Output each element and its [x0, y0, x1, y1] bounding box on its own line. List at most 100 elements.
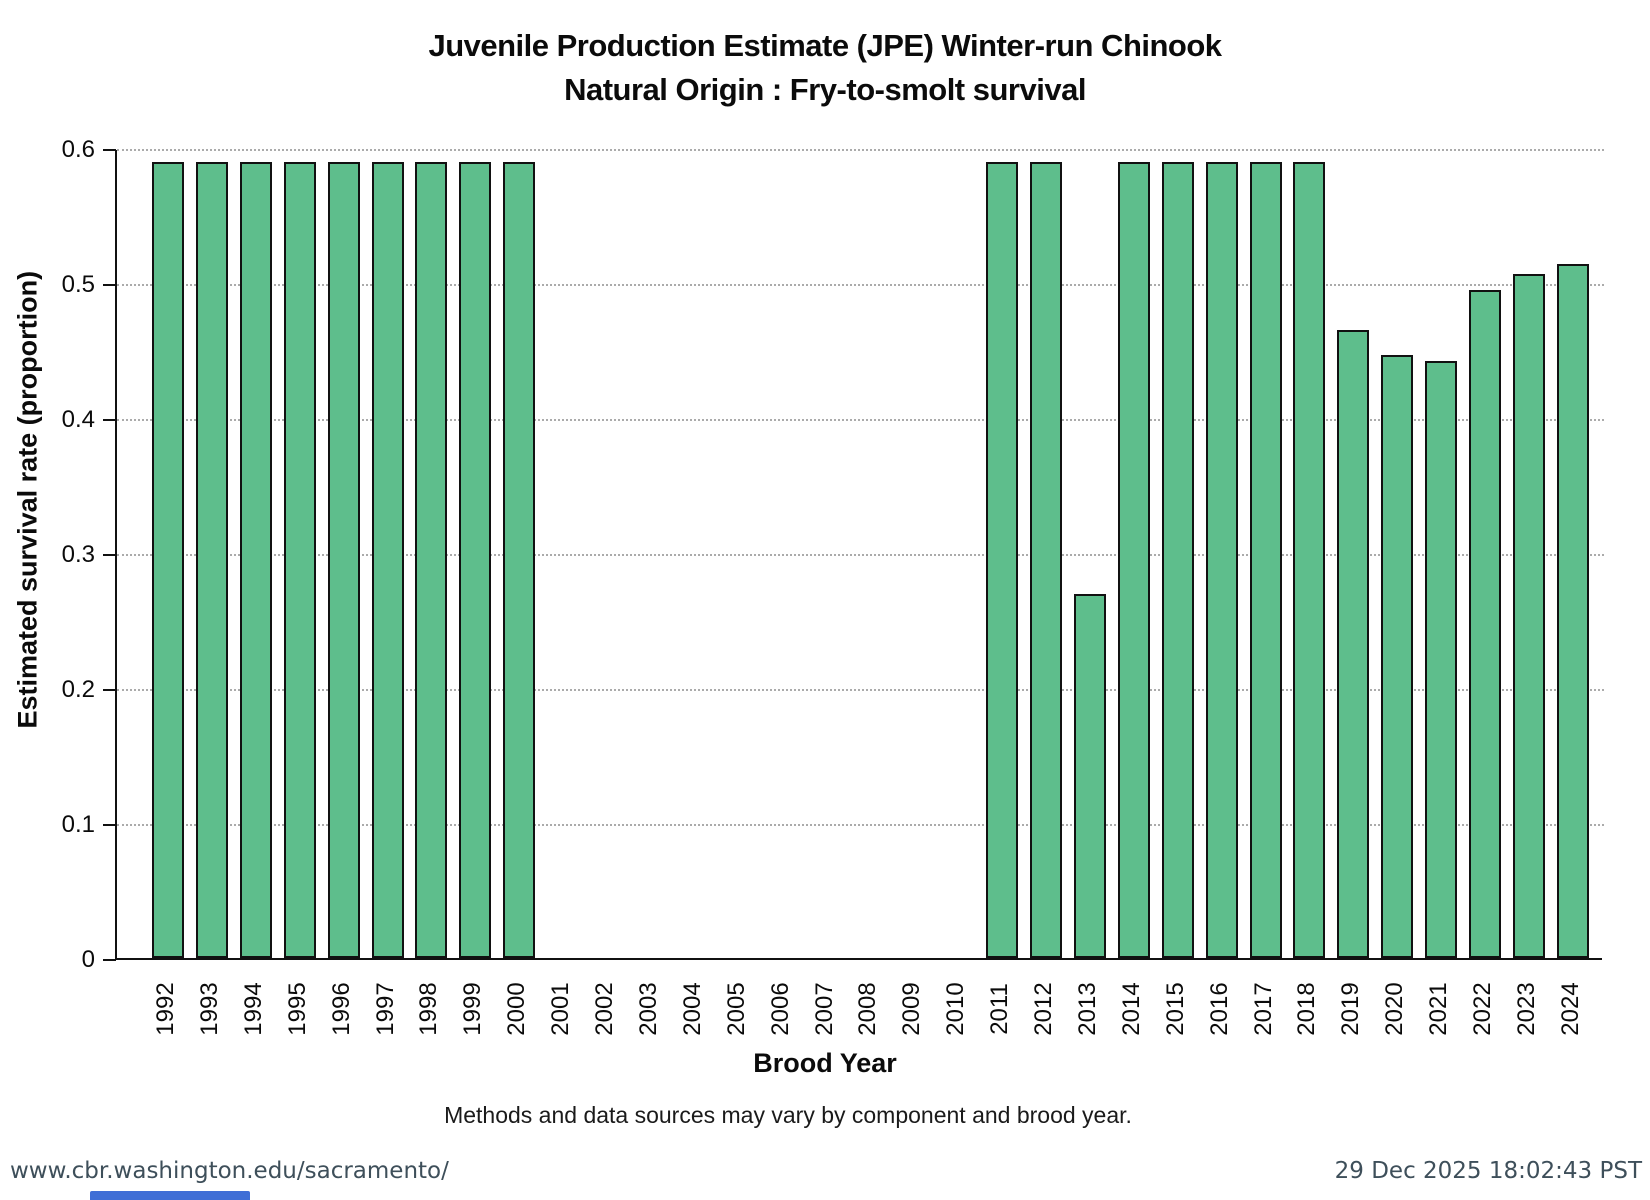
gridline-0.6 — [117, 149, 1604, 151]
x-tick-label-1992: 1992 — [152, 970, 179, 1048]
footer-timestamp: 29 Dec 2025 18:02:43 PST — [1334, 1158, 1642, 1184]
bar-1998 — [415, 161, 448, 958]
x-tick-label-text: 2015 — [1161, 982, 1189, 1036]
x-tick-label-text: 2021 — [1425, 982, 1453, 1036]
x-tick-label-2023: 2023 — [1512, 970, 1540, 1048]
bar-2015 — [1161, 161, 1194, 958]
bar-1994 — [239, 161, 272, 958]
y-tick-label-0.5: 0.5 — [61, 271, 95, 298]
plot-area: 0 0.1 0.2 0.3 0.4 0.5 0.6 — [62, 136, 1604, 973]
gridline-0.3 — [117, 554, 1604, 556]
x-tick-label-2009: 2009 — [898, 970, 926, 1048]
bar-1997 — [371, 161, 404, 958]
x-tick-label-text: 2020 — [1381, 982, 1409, 1036]
x-tick-label-text: 2002 — [591, 982, 618, 1036]
x-tick-label-text: 2006 — [766, 982, 794, 1036]
x-tick-label-2002: 2002 — [591, 970, 618, 1048]
bar-1999 — [459, 161, 492, 958]
x-tick-label-2016: 2016 — [1205, 970, 1233, 1048]
x-tick-label-2005: 2005 — [722, 970, 750, 1048]
y-tick-0.4 — [103, 419, 116, 421]
x-tick-label-1999: 1999 — [459, 970, 486, 1048]
x-tick-label-text: 2014 — [1117, 982, 1145, 1036]
y-tick-0.5 — [103, 284, 116, 286]
y-tick-0.1 — [103, 824, 116, 826]
x-tick-label-1995: 1995 — [283, 970, 311, 1048]
y-tick-0 — [103, 959, 116, 961]
x-tick-label-2011: 2011 — [986, 970, 1013, 1048]
x-tick-label-1998: 1998 — [415, 970, 443, 1048]
x-tick-label-2007: 2007 — [810, 970, 838, 1048]
x-tick-label-text: 2003 — [634, 982, 662, 1036]
bar-2024 — [1556, 264, 1589, 958]
bar-2000 — [503, 161, 536, 958]
x-tick-label-2014: 2014 — [1117, 970, 1145, 1048]
x-tick-label-2000: 2000 — [503, 970, 531, 1048]
x-tick-label-text: 2005 — [722, 982, 750, 1036]
x-tick-label-2004: 2004 — [678, 970, 706, 1048]
partial-blue-element — [90, 1191, 250, 1200]
x-tick-label-text: 2009 — [898, 982, 926, 1036]
bar-2020 — [1381, 354, 1414, 958]
x-tick-label-text: 2016 — [1205, 982, 1233, 1036]
x-tick-label-text: 2019 — [1337, 982, 1365, 1036]
x-tick-label-2022: 2022 — [1469, 970, 1496, 1048]
x-tick-label-2021: 2021 — [1425, 970, 1453, 1048]
chart-subtitle: Natural Origin : Fry-to-smolt survival — [564, 72, 1086, 107]
y-tick-label-0.6: 0.6 — [61, 136, 95, 163]
bar-2021 — [1425, 361, 1458, 958]
x-tick-label-2008: 2008 — [854, 970, 882, 1048]
bar-2011 — [986, 161, 1019, 958]
x-tick-label-text: 2001 — [547, 982, 575, 1036]
bar-2023 — [1512, 273, 1545, 958]
y-tick-label-0.3: 0.3 — [61, 541, 95, 568]
x-tick-label-text: 2000 — [503, 982, 531, 1036]
x-tick-label-2001: 2001 — [547, 970, 575, 1048]
y-tick-0.2 — [103, 689, 116, 691]
x-tick-label-text: 2004 — [678, 982, 706, 1036]
gridline-0.4 — [117, 419, 1604, 421]
x-tick-labels: 1992 1993 1994 1995 1996 1997 1998 1999 2000 2001… — [115, 970, 1602, 1048]
x-tick-label-text: 1996 — [327, 982, 355, 1036]
y-tick-label-0.1: 0.1 — [61, 811, 95, 838]
methods-note: Methods and data sources may vary by com… — [444, 1102, 1132, 1128]
y-tick-label-0.4: 0.4 — [61, 406, 95, 433]
bar-2018 — [1293, 161, 1326, 958]
x-tick-label-text: 2010 — [942, 982, 970, 1036]
x-tick-label-2012: 2012 — [1030, 970, 1057, 1048]
y-tick-label-0: 0 — [81, 946, 95, 973]
x-tick-label-1997: 1997 — [371, 970, 399, 1048]
x-tick-label-2019: 2019 — [1337, 970, 1365, 1048]
bar-2014 — [1117, 161, 1150, 958]
x-tick-label-text: 1998 — [415, 982, 443, 1036]
x-tick-label-2006: 2006 — [766, 970, 794, 1048]
x-tick-label-text: 2023 — [1512, 982, 1540, 1036]
x-tick-label-text: 2007 — [810, 982, 838, 1036]
x-tick-label-2024: 2024 — [1556, 970, 1584, 1048]
bar-2019 — [1337, 330, 1370, 958]
x-tick-label-2010: 2010 — [942, 970, 970, 1048]
gridline-0.2 — [117, 689, 1604, 691]
x-tick-label-1993: 1993 — [196, 970, 223, 1048]
x-tick-label-text: 2022 — [1469, 982, 1496, 1036]
y-tick-0.3 — [103, 554, 116, 556]
x-tick-label-text: 1997 — [371, 982, 399, 1036]
x-tick-label-text: 2012 — [1030, 982, 1057, 1036]
x-tick-label-text: 2013 — [1073, 982, 1101, 1036]
x-tick-label-text: 1992 — [152, 982, 179, 1036]
x-tick-label-2015: 2015 — [1161, 970, 1189, 1048]
x-tick-label-text: 1995 — [283, 982, 311, 1036]
gridline-0.5 — [117, 284, 1604, 286]
bar-2013 — [1073, 593, 1106, 958]
y-tick-label-0.2: 0.2 — [61, 676, 95, 703]
chart-title-block: Juvenile Production Estimate (JPE) Winte… — [0, 24, 1650, 112]
x-tick-label-text: 2008 — [854, 982, 882, 1036]
x-tick-label-2017: 2017 — [1250, 970, 1277, 1048]
bar-1995 — [283, 161, 316, 958]
x-tick-label-2020: 2020 — [1381, 970, 1409, 1048]
bar-2012 — [1030, 161, 1062, 958]
x-tick-label-text: 2024 — [1556, 982, 1584, 1036]
x-tick-label-text: 1994 — [239, 982, 267, 1036]
gridline-0.1 — [117, 824, 1604, 826]
